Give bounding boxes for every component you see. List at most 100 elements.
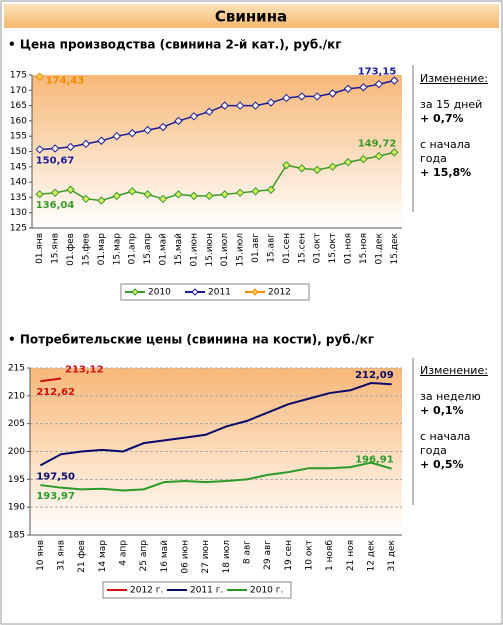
x-tick-label: 21 фев — [77, 540, 87, 573]
note-text: + 0,7% — [420, 112, 464, 125]
note-text: Изменение: — [420, 72, 488, 85]
marker — [282, 161, 291, 170]
marker — [251, 101, 260, 110]
x-tick-label: 01.дек — [374, 232, 384, 264]
x-tick-label: 01.авг — [251, 233, 261, 263]
x-tick-label: 15.окт — [328, 233, 338, 264]
value-label: 196,91 — [355, 455, 394, 466]
x-tick-label: 01.июн — [189, 233, 199, 267]
legend-label: 2012 — [268, 288, 291, 298]
marker — [235, 188, 245, 198]
marker — [35, 190, 44, 199]
chart-title: • Цена производства (свинина 2-й кат.), … — [8, 38, 342, 52]
marker — [158, 194, 168, 204]
y-tick-label: 190 — [8, 503, 25, 513]
marker — [343, 158, 353, 167]
y-tick-label: 170 — [10, 86, 27, 96]
x-tick-label: 15.ноя — [359, 233, 369, 264]
marker — [390, 76, 399, 85]
marker — [112, 191, 121, 201]
value-label: 149,72 — [358, 138, 397, 149]
note-text: с начала года — [420, 430, 471, 457]
marker — [66, 185, 75, 194]
value-label: 213,12 — [65, 364, 104, 375]
legend-marker — [131, 288, 139, 296]
legend-label: 2011 г. — [190, 586, 223, 596]
value-label: 174,43 — [46, 76, 85, 87]
marker — [374, 151, 384, 161]
x-tick-label: 15.дек — [390, 232, 400, 264]
plot-area — [32, 75, 402, 228]
note-text: + 0,5% — [420, 458, 464, 471]
marker — [97, 136, 106, 145]
x-tick-label: 15.июн — [205, 233, 215, 267]
x-tick-label: 01.ноя — [344, 233, 354, 264]
marker — [189, 112, 199, 121]
marker — [81, 194, 91, 204]
marker — [174, 116, 183, 126]
marker — [143, 190, 152, 199]
legend-label: 2010 г. — [250, 586, 283, 596]
marker — [282, 93, 291, 103]
marker — [251, 187, 260, 196]
y-tick-label: 130 — [10, 208, 27, 218]
x-tick-label: 27 июн — [201, 540, 211, 574]
x-tick-label: 15.апр — [143, 233, 153, 265]
y-tick-label: 205 — [8, 419, 25, 429]
series-line — [40, 377, 62, 383]
marker — [266, 185, 276, 194]
series-line — [39, 382, 392, 467]
x-tick-label: 31 янв — [57, 540, 67, 571]
y-tick-label: 150 — [10, 147, 27, 157]
x-tick-label: 16 май — [160, 540, 170, 573]
side-note: Изменение: за неделю + 0,1% с начала год… — [420, 364, 498, 484]
y-tick-label: 125 — [10, 224, 27, 234]
y-tick-label: 185 — [8, 531, 25, 541]
x-tick-label: 01.фев — [66, 233, 76, 266]
value-label: 212,62 — [36, 387, 75, 398]
x-tick-label: 10 янв — [36, 540, 46, 571]
x-tick-label: 01.сен — [282, 233, 292, 264]
legend-marker — [251, 288, 259, 296]
series-line — [40, 461, 392, 492]
y-tick-label: 210 — [8, 391, 25, 401]
marker — [81, 139, 91, 149]
marker — [297, 92, 306, 101]
side-note: Изменение: за 15 дней + 0,7% с начала го… — [420, 72, 498, 192]
marker — [359, 154, 368, 164]
x-tick-label: 01.июл — [220, 233, 230, 267]
x-tick-label: 4 апр — [119, 540, 129, 566]
value-label: 212,09 — [355, 370, 394, 381]
x-tick-label: 01.янв — [35, 233, 45, 264]
legend-label: 2012 г. — [130, 586, 163, 596]
marker — [112, 131, 121, 141]
marker — [359, 83, 368, 92]
note-text: + 15,8% — [420, 166, 472, 179]
x-tick-label: 15.фев — [81, 233, 91, 266]
x-tick-label: 12 дек — [367, 539, 377, 571]
marker — [313, 92, 322, 101]
legend-label: 2011 — [208, 288, 231, 298]
value-label: 136,04 — [36, 200, 75, 211]
marker — [35, 72, 44, 81]
marker — [328, 89, 337, 98]
y-tick-label: 140 — [10, 178, 27, 188]
x-tick-label: 18 июл — [222, 540, 232, 574]
value-label: 197,50 — [36, 471, 75, 482]
x-tick-label: 01.окт — [313, 233, 323, 264]
marker — [266, 98, 276, 107]
x-tick-label: 15.авг — [266, 233, 276, 263]
marker — [128, 187, 137, 196]
y-tick-label: 195 — [8, 475, 25, 485]
y-tick-label: 165 — [10, 101, 27, 111]
x-tick-label: 15.мар — [112, 233, 122, 266]
marker — [313, 165, 322, 175]
legend-marker — [191, 288, 199, 296]
marker — [189, 191, 199, 201]
value-label: 193,97 — [36, 491, 75, 502]
x-tick-label: 19 сен — [284, 540, 294, 571]
x-tick-label: 06 июн — [181, 540, 191, 574]
marker — [66, 142, 75, 152]
